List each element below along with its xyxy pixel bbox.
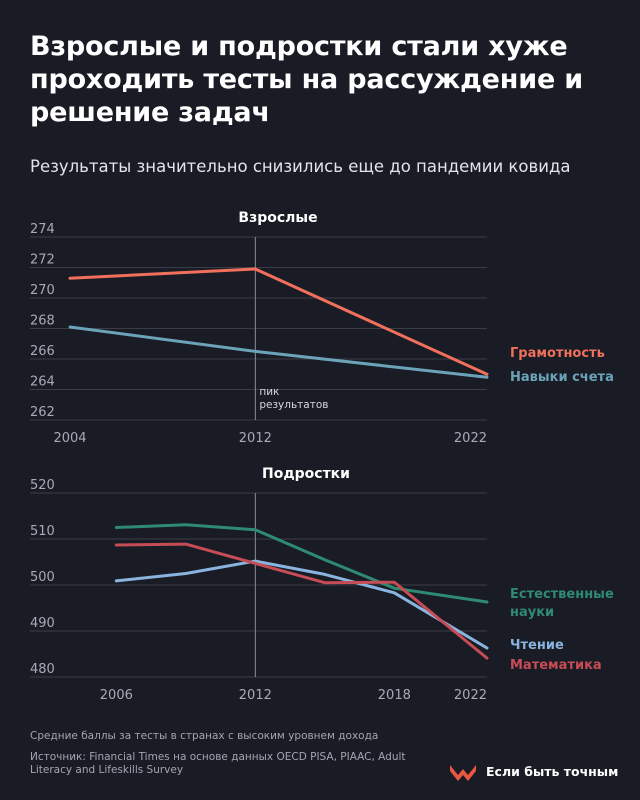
adults-x-ticks: 2004 2012 2022 xyxy=(53,431,487,446)
teens-x-tick-2: 2018 xyxy=(378,688,411,703)
adults-y-tick-6: 274 xyxy=(30,222,55,237)
teens-series-line-2 xyxy=(114,542,489,660)
teens-y-ticks: 480 490 500 510 520 xyxy=(30,478,55,677)
page-subtitle: Результаты значительно снизились еще до … xyxy=(30,157,571,176)
legend-reading: Чтение xyxy=(510,638,564,653)
page-title: Взрослые и подростки стали хуже проходит… xyxy=(30,31,583,128)
teens-y-tick-3: 510 xyxy=(30,524,55,539)
teens-x-tick-3: 2022 xyxy=(454,688,487,703)
teens-y-tick-1: 490 xyxy=(30,616,55,631)
teens-y-tick-2: 500 xyxy=(30,570,55,585)
adults-peak-label-line-1: пик xyxy=(259,386,279,398)
legend-math: Математика xyxy=(510,658,602,673)
teens-y-tick-4: 520 xyxy=(30,478,55,493)
teens-y-tick-0: 480 xyxy=(30,662,55,677)
adults-chart-title: Взрослые xyxy=(238,210,317,226)
teens-x-tick-0: 2006 xyxy=(100,688,133,703)
legend-literacy: Грамотность xyxy=(510,346,605,361)
adults-grid xyxy=(30,236,487,421)
legend-science-line-2: науки xyxy=(510,605,554,620)
legend-numeracy: Навыки счета xyxy=(510,370,614,385)
adults-series-line-1 xyxy=(68,325,489,379)
adults-y-tick-2: 266 xyxy=(30,344,55,359)
adults-x-tick-0: 2004 xyxy=(53,431,86,446)
adults-series-line-0 xyxy=(68,267,489,376)
teens-series-line-1 xyxy=(114,559,489,650)
adults-peak-label: пик результатов xyxy=(259,386,328,411)
teens-series xyxy=(114,523,489,660)
legend-science: Естественные науки xyxy=(510,587,618,620)
teens-x-ticks: 2006 2012 2018 2022 xyxy=(100,688,487,703)
adults-y-ticks: 262 264 266 268 270 272 274 xyxy=(30,222,55,420)
adults-x-tick-1: 2012 xyxy=(239,431,272,446)
adults-y-tick-0: 262 xyxy=(30,405,55,420)
brand-logo-icon xyxy=(450,765,476,781)
adults-x-tick-2: 2022 xyxy=(454,431,487,446)
teens-legend: Естественные науки Чтение Математика xyxy=(510,587,618,673)
brand: Если быть точным xyxy=(448,759,618,783)
teens-series-line-0 xyxy=(114,523,489,604)
legend-science-line-1: Естественные xyxy=(510,587,614,602)
brand-name: Если быть точным xyxy=(486,763,619,779)
adults-legend: Грамотность Навыки счета xyxy=(510,346,614,385)
adults-y-tick-1: 264 xyxy=(30,375,55,390)
adults-y-tick-5: 272 xyxy=(30,253,55,268)
adults-y-tick-4: 270 xyxy=(30,283,55,298)
adults-y-tick-3: 268 xyxy=(30,314,55,329)
adults-peak-label-line-2: результатов xyxy=(259,399,328,411)
chart-note: Средние баллы за тесты в странах с высок… xyxy=(30,730,379,742)
teens-chart-title: Подростки xyxy=(262,466,350,482)
chart-source: Источник: Financial Times на основе данн… xyxy=(30,751,406,776)
teens-x-tick-1: 2012 xyxy=(239,688,272,703)
teens-grid xyxy=(30,492,487,678)
adults-series xyxy=(68,267,489,379)
